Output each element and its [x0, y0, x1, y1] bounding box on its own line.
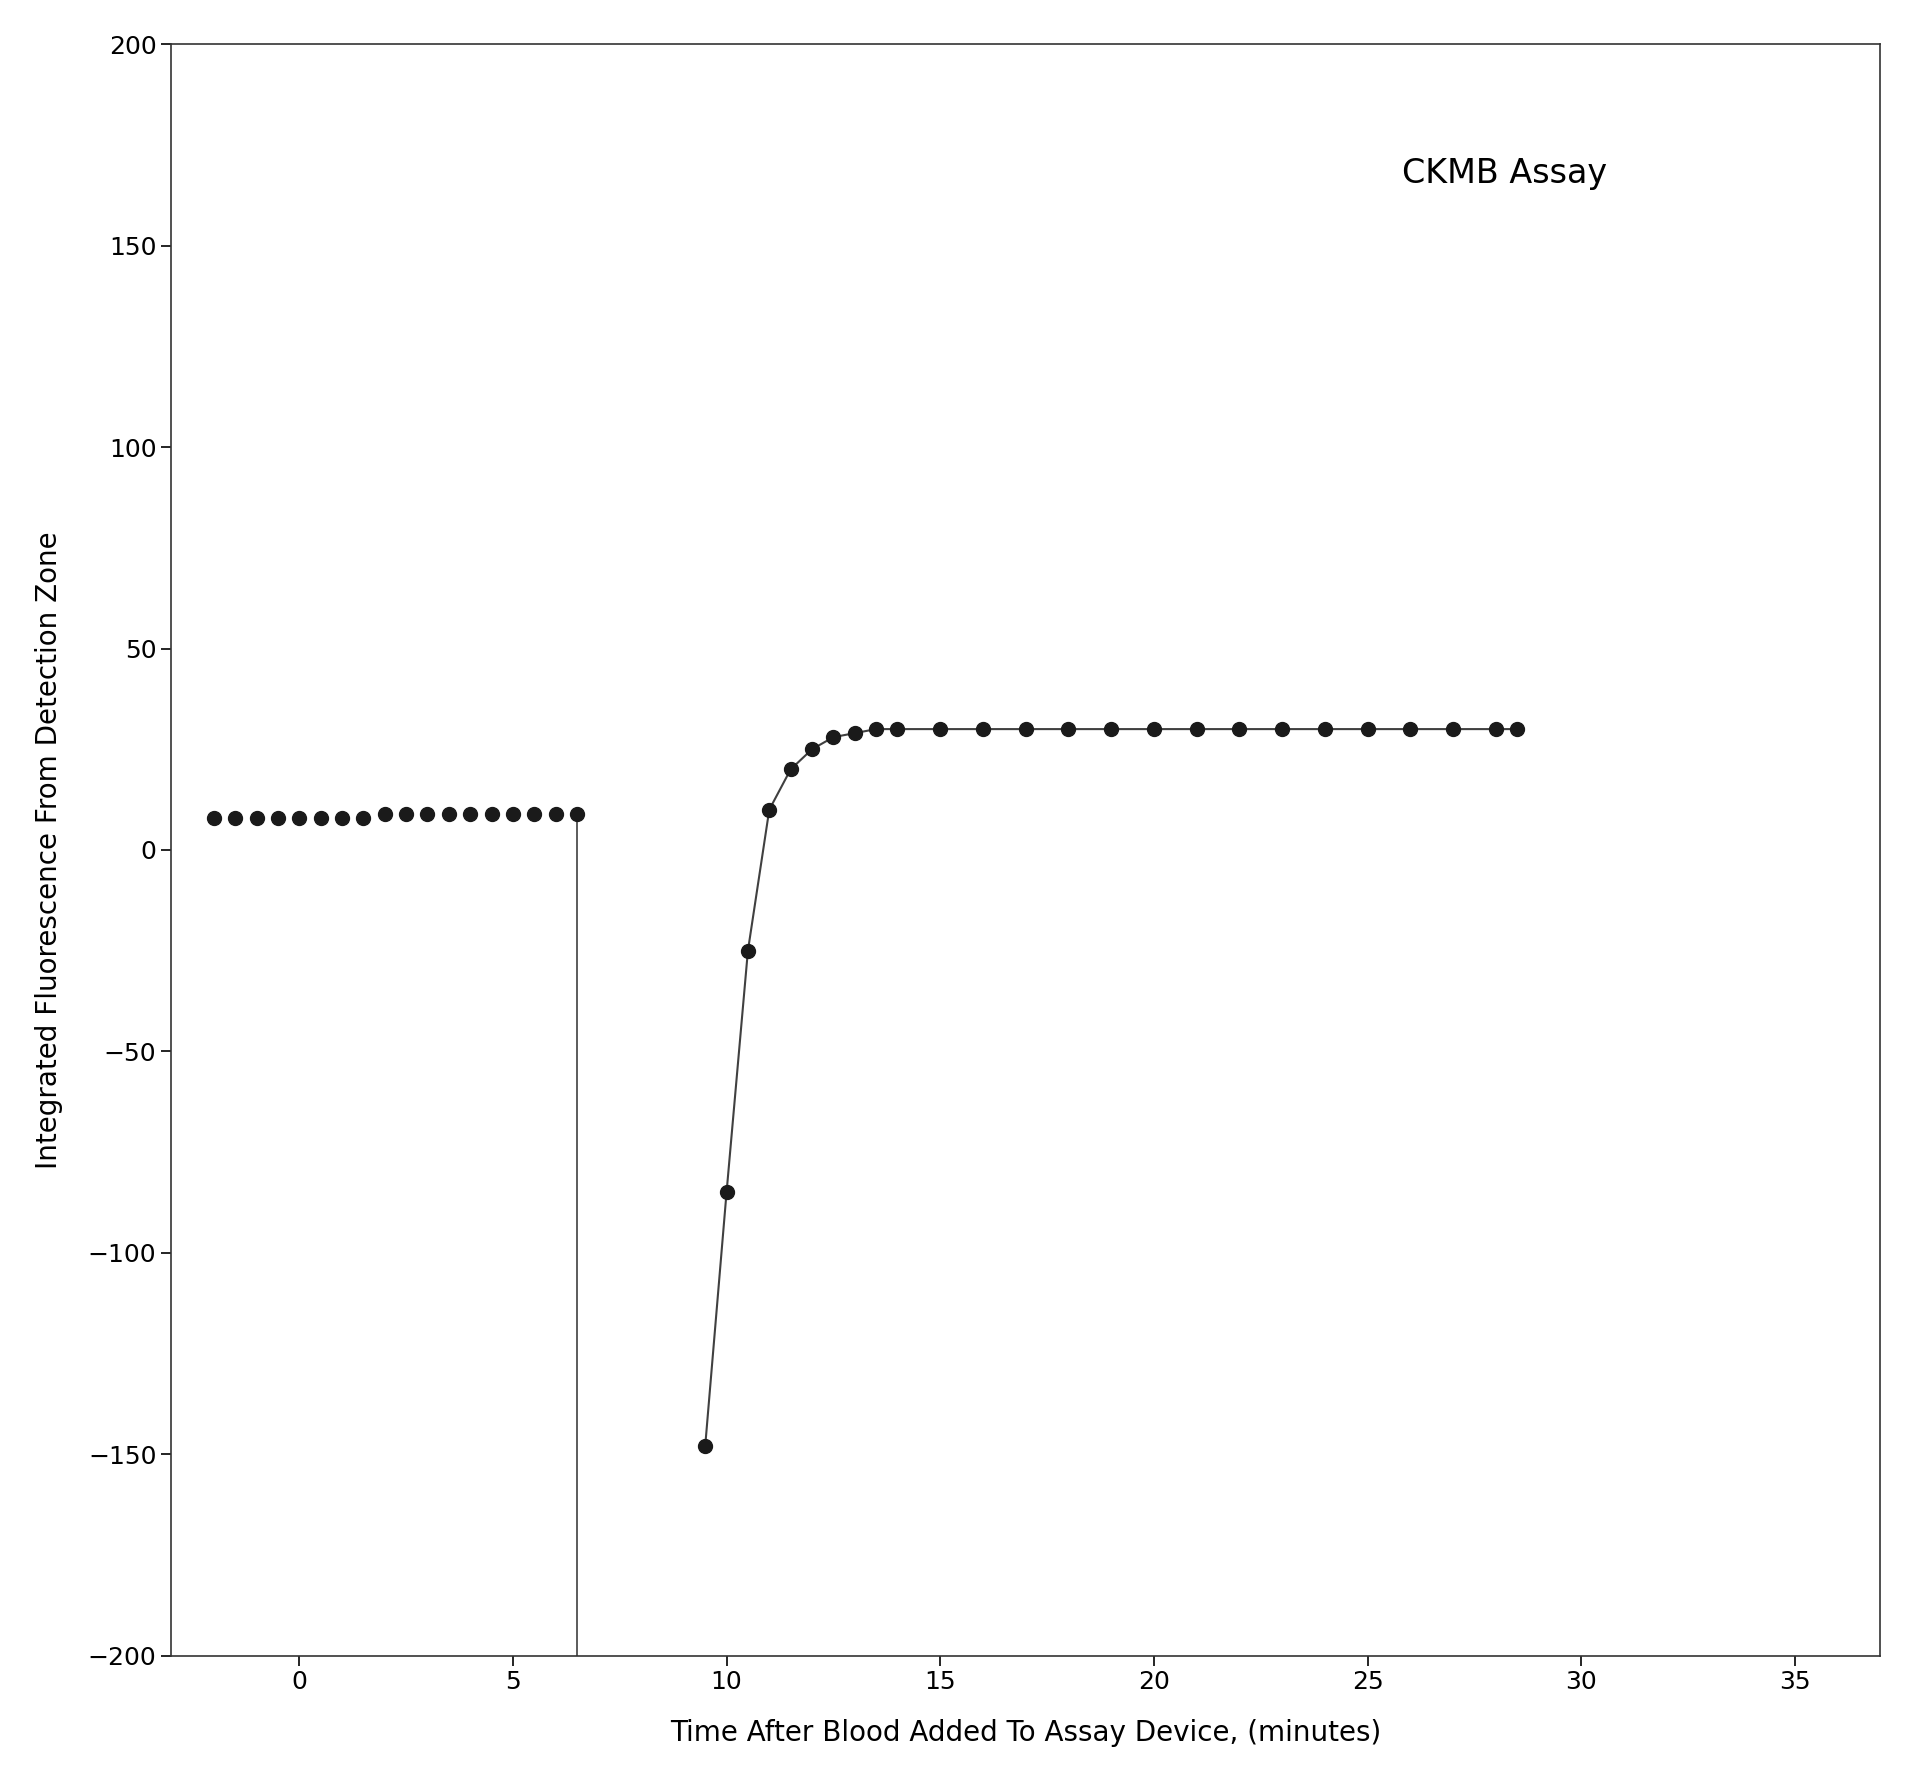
- Point: [754, 795, 785, 823]
- Point: [390, 800, 421, 829]
- Point: [241, 804, 272, 832]
- Point: [1309, 715, 1340, 743]
- Point: [1480, 715, 1510, 743]
- Point: [199, 804, 230, 832]
- Point: [1223, 715, 1254, 743]
- Point: [456, 800, 486, 829]
- Point: [838, 718, 869, 747]
- X-axis label: Time After Blood Added To Assay Device, (minutes): Time After Blood Added To Assay Device, …: [670, 1720, 1380, 1748]
- Point: [733, 936, 764, 964]
- Point: [283, 804, 314, 832]
- Point: [1265, 715, 1296, 743]
- Point: [1095, 715, 1125, 743]
- Text: CKMB Assay: CKMB Assay: [1401, 157, 1606, 191]
- Point: [689, 1433, 720, 1461]
- Point: [348, 804, 379, 832]
- Point: [304, 804, 335, 832]
- Point: [540, 800, 570, 829]
- Point: [412, 800, 442, 829]
- Point: [369, 800, 400, 829]
- Point: [327, 804, 358, 832]
- Point: [967, 715, 997, 743]
- Point: [1181, 715, 1212, 743]
- Point: [859, 715, 890, 743]
- Point: [262, 804, 293, 832]
- Point: [561, 800, 591, 829]
- Y-axis label: Integrated Fluorescence From Detection Zone: Integrated Fluorescence From Detection Z…: [34, 531, 63, 1169]
- Point: [1437, 715, 1468, 743]
- Point: [817, 723, 848, 752]
- Point: [1351, 715, 1382, 743]
- Point: [882, 715, 913, 743]
- Point: [220, 804, 251, 832]
- Point: [1139, 715, 1169, 743]
- Point: [477, 800, 507, 829]
- Point: [1393, 715, 1424, 743]
- Point: [796, 734, 827, 763]
- Point: [710, 1178, 741, 1206]
- Point: [1011, 715, 1041, 743]
- Point: [775, 756, 806, 784]
- Point: [433, 800, 463, 829]
- Point: [519, 800, 549, 829]
- Point: [498, 800, 528, 829]
- Point: [1501, 715, 1531, 743]
- Point: [1053, 715, 1083, 743]
- Point: [924, 715, 955, 743]
